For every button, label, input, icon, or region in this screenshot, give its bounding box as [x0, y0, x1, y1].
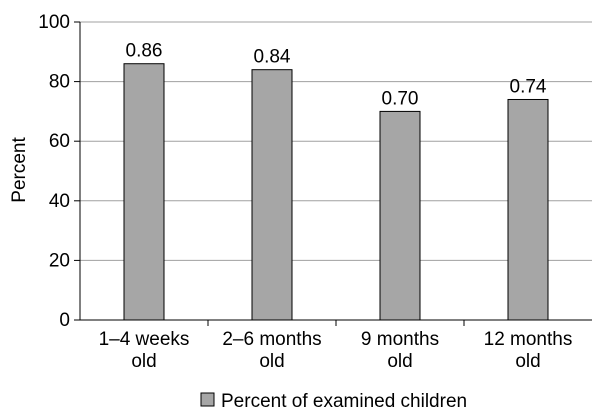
x-category-label: 2–6 months: [222, 329, 321, 350]
bar: [507, 98, 549, 321]
y-tick-label: 60: [49, 131, 70, 152]
grid-lines: [80, 21, 592, 261]
data-label: 0.70: [382, 88, 419, 109]
y-tick-label: 80: [49, 72, 70, 93]
bar: [379, 110, 421, 321]
x-category-label: old: [387, 351, 412, 372]
y-tick-label: 0: [59, 310, 70, 331]
bars: [123, 63, 549, 321]
x-category-label: old: [131, 351, 156, 372]
data-label: 0.74: [510, 76, 547, 97]
x-category-label: 12 months: [484, 329, 573, 350]
x-category-label: old: [259, 351, 284, 372]
data-label: 0.84: [254, 47, 291, 68]
bar: [251, 69, 293, 321]
data-label: 0.86: [126, 41, 163, 62]
data-labels: 0.86 0.84 0.70 0.74: [126, 41, 547, 110]
y-tick-label: 20: [49, 250, 70, 271]
x-category-label: 9 months: [361, 329, 439, 350]
legend-swatch: [200, 392, 215, 407]
x-category-label: old: [515, 351, 540, 372]
bar: [123, 63, 165, 321]
y-tick-label: 40: [49, 191, 70, 212]
x-category-label: 1–4 weeks: [99, 329, 190, 350]
y-tick-label: 100: [38, 12, 70, 33]
legend: Percent of examined children: [200, 391, 467, 412]
y-axis-label: Percent: [9, 137, 30, 203]
legend-label: Percent of examined children: [221, 391, 467, 412]
